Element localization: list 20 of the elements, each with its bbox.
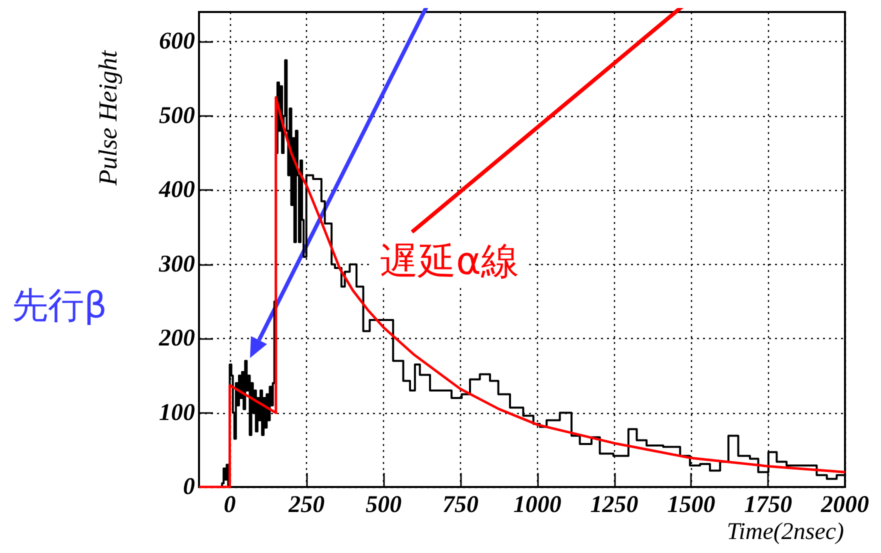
text: 先行β — [12, 286, 107, 326]
x-tick-label: 2000 — [820, 492, 869, 518]
x-tick-label: 250 — [288, 492, 325, 518]
x-tick-label: 1500 — [667, 492, 716, 518]
y-tick-label: 400 — [158, 177, 195, 204]
y-tick-label: 100 — [159, 400, 195, 426]
y-tick-label: 200 — [158, 326, 195, 352]
annotation: 遅延α線 — [380, 239, 520, 283]
x-axis-title: Time(2nsec) — [726, 519, 844, 545]
y-tick-label: 0 — [183, 474, 195, 500]
x-tick-label: 1250 — [590, 492, 638, 518]
x-tick-label: 750 — [442, 492, 478, 518]
y-tick-label: 300 — [158, 251, 195, 278]
y-tick-label: 500 — [159, 102, 195, 129]
x-tick-label: 1750 — [744, 492, 792, 518]
y-tick-label: 600 — [159, 28, 195, 55]
y-axis-title: Pulse Height — [94, 50, 122, 187]
x-tick-label: 1000 — [513, 492, 562, 518]
x-tick-label: 500 — [366, 492, 402, 518]
x-tick-label: 0 — [224, 492, 236, 518]
